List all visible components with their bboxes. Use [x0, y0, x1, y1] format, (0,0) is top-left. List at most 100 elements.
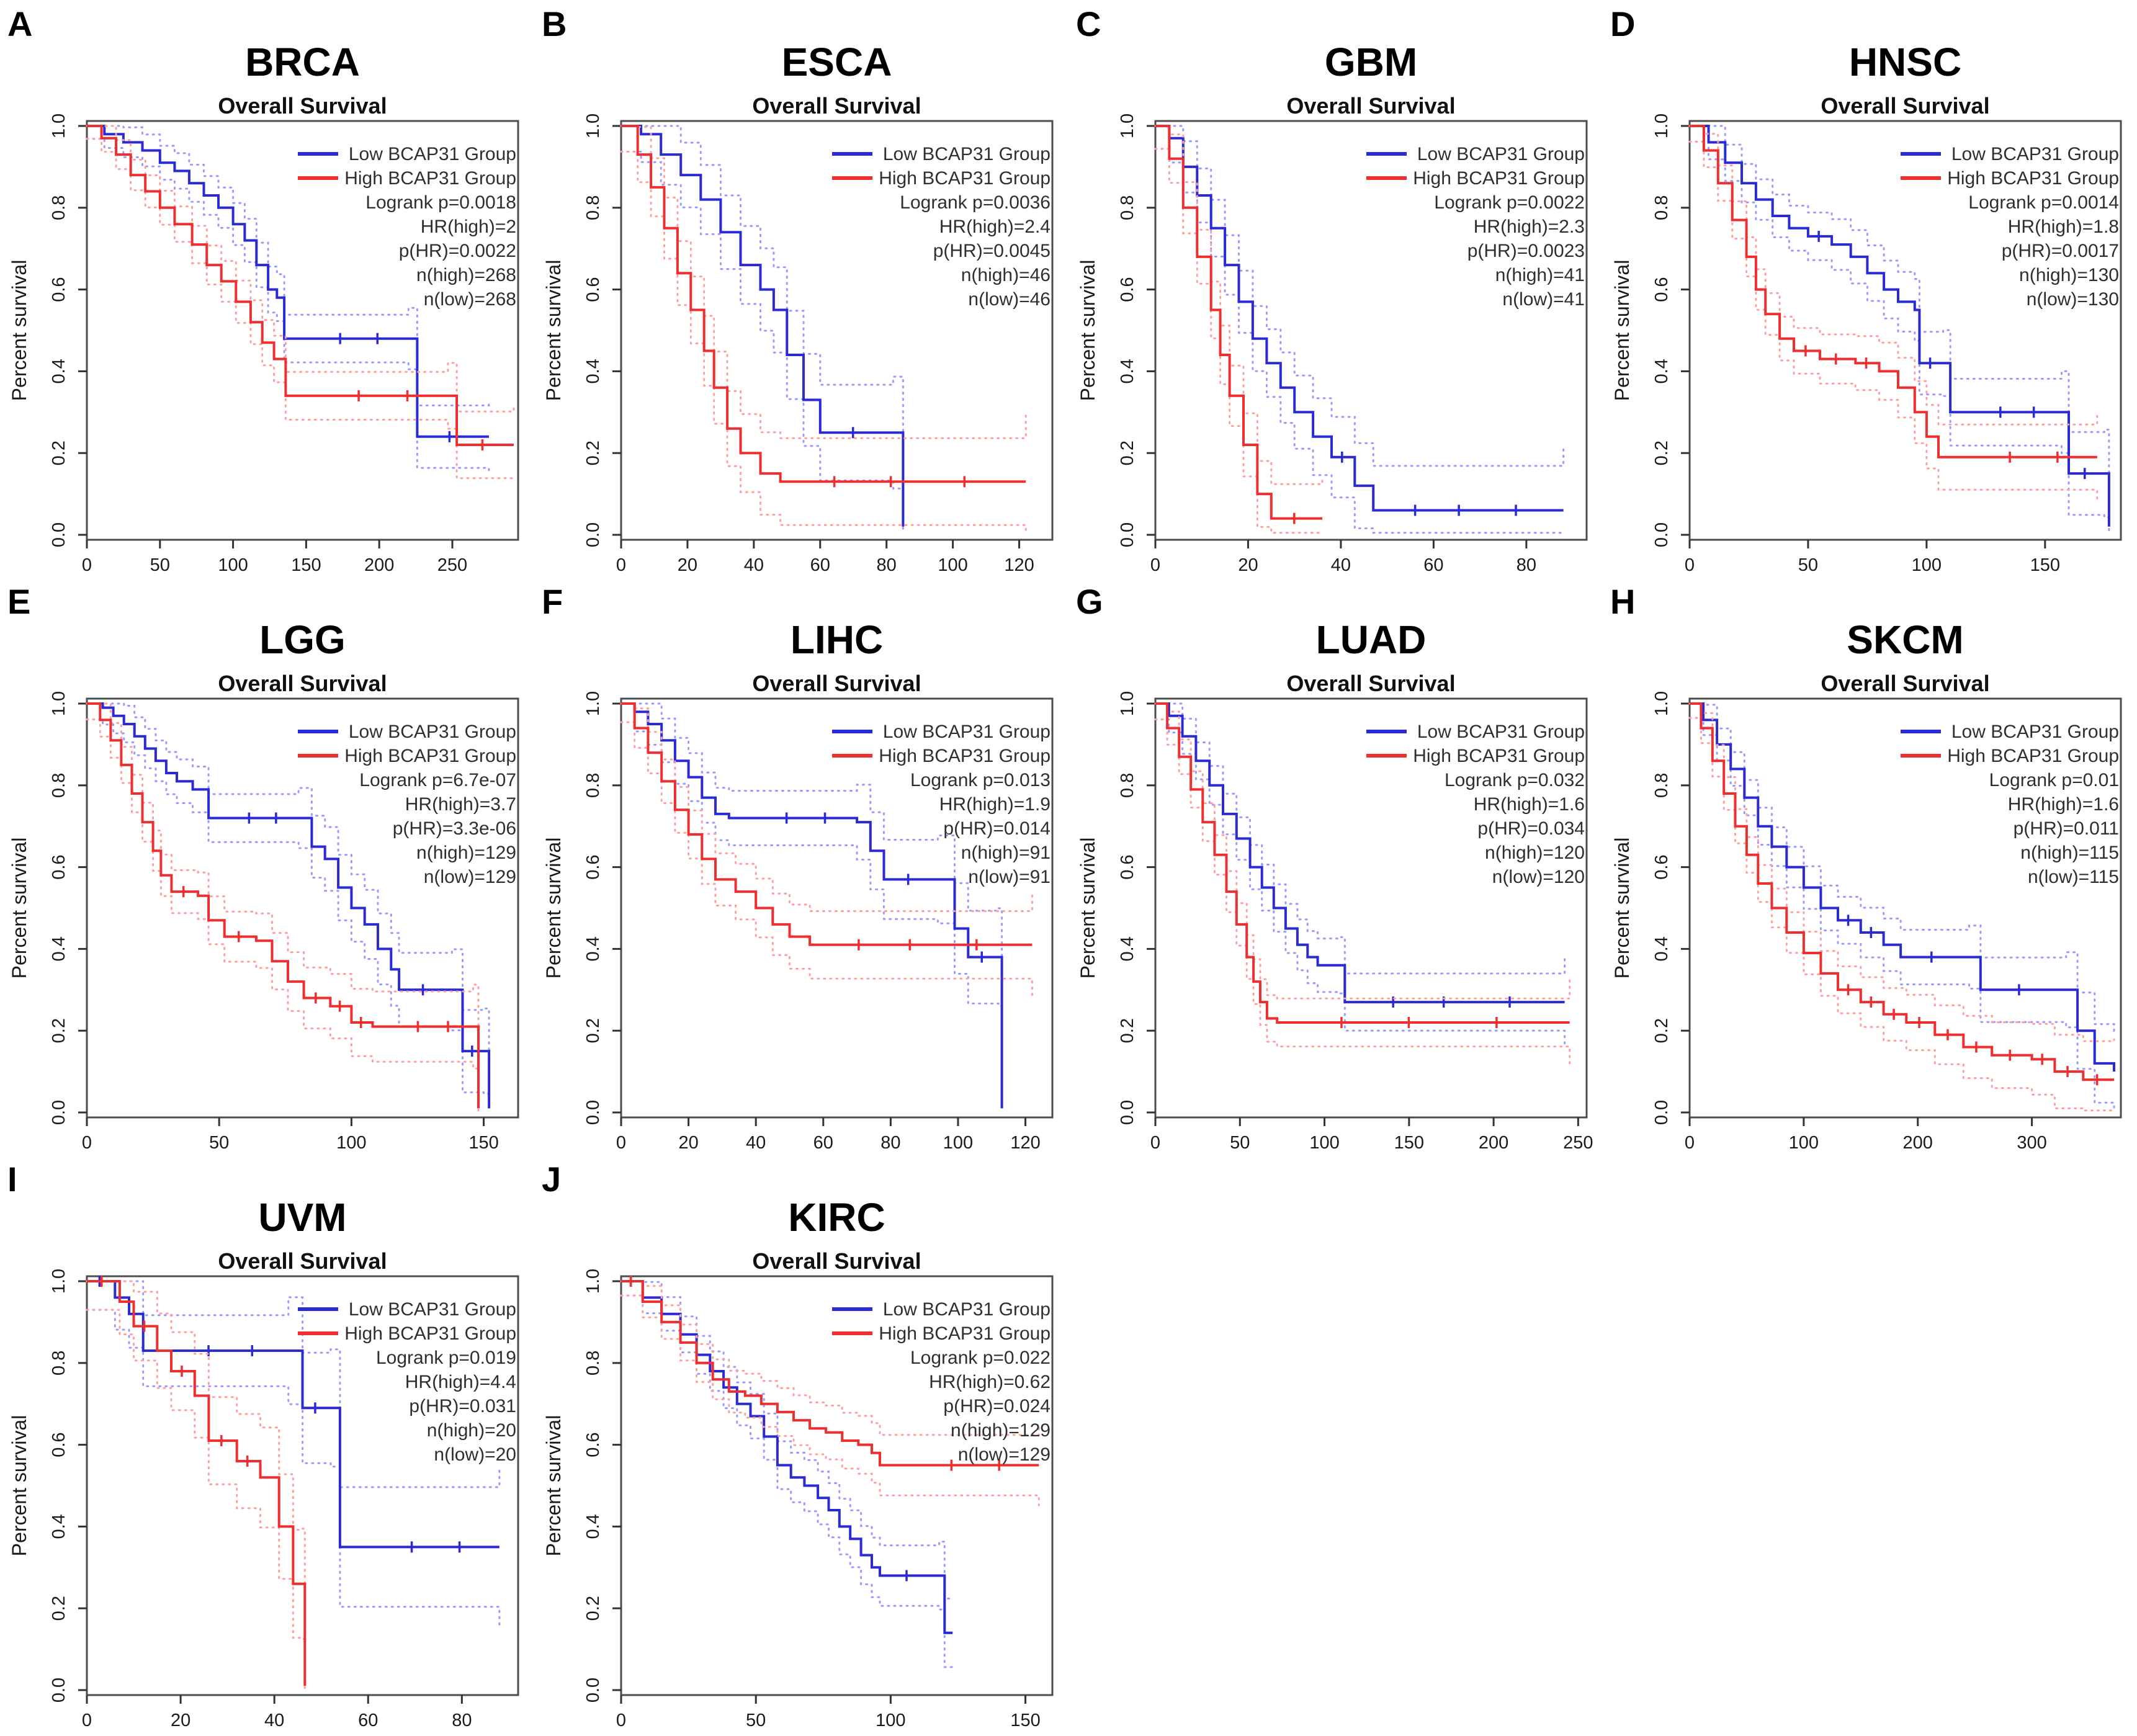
legend-label-high: High BCAP31 Group [879, 168, 1051, 189]
cancer-title: BRCA [245, 40, 360, 84]
y-axis-title: Percent survival [8, 1415, 30, 1557]
high-ci-band [86, 125, 515, 413]
panel-letter: J [542, 1160, 561, 1199]
x-tick-label: 20 [171, 1711, 190, 1730]
stat-line: n(low)=46 [968, 289, 1051, 310]
y-tick-label: 0.0 [1652, 522, 1672, 547]
y-tick-label: 0.0 [583, 1100, 603, 1125]
stat-line: p(HR)=0.0045 [933, 241, 1051, 261]
low-km-curve [621, 702, 1003, 1109]
x-tick-label: 60 [1423, 555, 1443, 575]
x-tick-label: 40 [1331, 555, 1351, 575]
legend-label-low: Low BCAP31 Group [1951, 144, 2119, 164]
legend-label-low: Low BCAP31 Group [883, 144, 1051, 164]
high-ci-band [620, 702, 1033, 912]
x-tick-label: 40 [746, 1133, 766, 1153]
x-tick-label: 120 [1004, 555, 1034, 575]
x-tick-label: 200 [1479, 1133, 1508, 1153]
stat-line: n(low)=130 [2027, 289, 2119, 310]
stat-line: n(low)=41 [1502, 289, 1585, 310]
y-tick-label: 0.8 [49, 773, 69, 798]
legend-label-low: Low BCAP31 Group [349, 144, 516, 164]
low-km-curve [87, 1280, 500, 1549]
low-ci-band [620, 1294, 954, 1669]
y-tick-label: 1.0 [1118, 114, 1137, 138]
high-ci-band [86, 1309, 306, 1689]
cancer-title: HNSC [1849, 40, 1961, 84]
low-ci-band [86, 1280, 501, 1488]
y-tick-label: 0.2 [1652, 441, 1672, 465]
x-tick-label: 60 [810, 555, 830, 575]
stat-line: p(HR)=0.0017 [2002, 241, 2119, 261]
high-km-curve [1690, 702, 2114, 1081]
low-km-curve [1155, 702, 1565, 1004]
x-tick-label: 150 [468, 1133, 498, 1153]
high-ci-band [86, 718, 480, 1112]
y-tick-label: 0.6 [1118, 854, 1137, 879]
plot-subtitle: Overall Survival [752, 671, 921, 696]
panel-letter: F [542, 582, 563, 621]
stat-line: HR(high)=2.4 [939, 217, 1051, 237]
low-ci-band [86, 702, 490, 1067]
stat-line: n(low)=120 [1492, 867, 1585, 887]
panel-letter: I [7, 1160, 17, 1199]
x-tick-label: 100 [938, 555, 967, 575]
stat-line: n(low)=129 [424, 867, 516, 887]
stat-line: Logrank p=0.0018 [365, 192, 516, 213]
x-tick-label: 0 [82, 555, 92, 575]
stat-line: HR(high)=4.4 [405, 1372, 516, 1392]
high-km-curve [87, 1280, 307, 1686]
cancer-title: LUAD [1316, 617, 1427, 662]
stat-line: HR(high)=2.3 [1474, 217, 1585, 237]
x-tick-label: 0 [1150, 555, 1160, 575]
x-tick-label: 150 [1394, 1133, 1424, 1153]
y-tick-label: 0.6 [1652, 277, 1672, 302]
y-tick-label: 0.6 [49, 854, 69, 879]
y-tick-label: 1.0 [49, 691, 69, 716]
x-tick-label: 250 [1563, 1133, 1593, 1153]
y-axis-title: Percent survival [542, 260, 565, 401]
cancer-title: ESCA [782, 40, 892, 84]
plot-subtitle: Overall Survival [1821, 671, 1989, 696]
low-km-curve [87, 702, 491, 1109]
panel-letter: B [542, 4, 567, 43]
plot-subtitle: Overall Survival [1286, 93, 1455, 119]
y-tick-label: 0.4 [583, 359, 603, 383]
legend-label-high: High BCAP31 Group [879, 1323, 1051, 1344]
legend-label-high: High BCAP31 Group [1947, 168, 2119, 189]
x-tick-label: 0 [1150, 1133, 1160, 1153]
cancer-title: LIHC [791, 617, 883, 662]
stat-line: n(high)=46 [961, 265, 1051, 285]
stat-line: p(HR)=0.014 [943, 818, 1051, 839]
stat-line: n(high)=120 [1485, 843, 1585, 863]
plot-subtitle: Overall Survival [1286, 671, 1455, 696]
y-axis-title: Percent survival [1611, 838, 1633, 979]
stat-line: n(high)=20 [427, 1420, 516, 1441]
stat-line: p(HR)=0.011 [2014, 818, 2119, 839]
x-tick-label: 100 [943, 1133, 973, 1153]
y-tick-label: 0.6 [583, 854, 603, 879]
legend-label-high: High BCAP31 Group [344, 746, 516, 766]
low-ci-band [1688, 140, 2110, 534]
low-ci-band [620, 1280, 954, 1600]
high-km-curve [1155, 125, 1322, 520]
low-ci-band [1154, 718, 1566, 1047]
plot-subtitle: Overall Survival [218, 671, 387, 696]
stat-line: Logrank p=0.0014 [1968, 192, 2119, 213]
low-ci-band [1688, 125, 2110, 484]
cancer-title: LGG [259, 617, 346, 662]
y-tick-label: 0.2 [49, 1596, 69, 1621]
x-tick-label: 40 [744, 555, 764, 575]
stat-line: Logrank p=0.022 [910, 1348, 1051, 1368]
stat-line: n(high)=129 [951, 1420, 1051, 1441]
x-tick-label: 0 [616, 1711, 626, 1730]
y-tick-label: 0.0 [49, 1678, 69, 1702]
low-km-curve [621, 125, 905, 527]
